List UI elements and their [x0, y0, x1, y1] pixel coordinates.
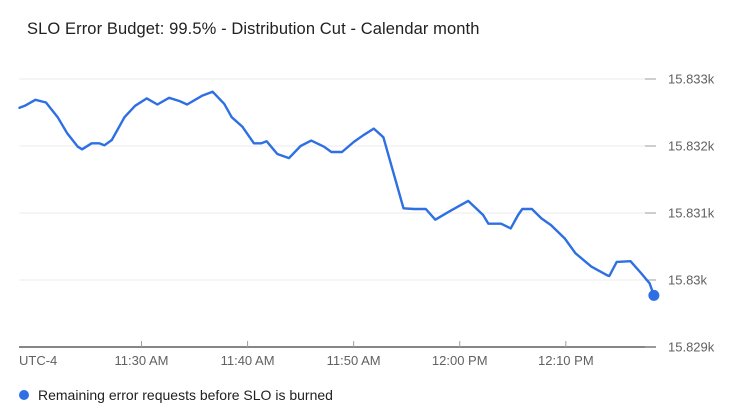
y-tick-label: 15.829k	[668, 340, 715, 355]
series-end-dot	[648, 289, 660, 301]
timezone-label: UTC-4	[19, 353, 57, 368]
series-line	[18, 90, 656, 297]
x-tick-label: 11:30 AM	[115, 353, 169, 368]
x-tick-label: 12:00 PM	[432, 353, 488, 368]
x-tick-label: 11:50 AM	[327, 353, 381, 368]
chart-title: SLO Error Budget: 99.5% - Distribution C…	[27, 20, 480, 38]
legend-series-label: Remaining error requests before SLO is b…	[38, 387, 333, 403]
x-tick-label: 11:40 AM	[221, 353, 275, 368]
x-tick-label: 12:10 PM	[538, 353, 594, 368]
y-tick-label: 15.833k	[668, 72, 715, 87]
legend-series-dot-icon	[19, 390, 29, 400]
legend-item[interactable]: Remaining error requests before SLO is b…	[19, 387, 333, 403]
y-tick-label: 15.832k	[668, 139, 715, 154]
y-tick-label: 15.831k	[668, 206, 715, 221]
chart-plot-area[interactable]: 15.833k 15.832k 15.831k 15.83k 15.829k 11:30 …	[0, 60, 732, 370]
y-tick-label: 15.83k	[668, 273, 708, 288]
